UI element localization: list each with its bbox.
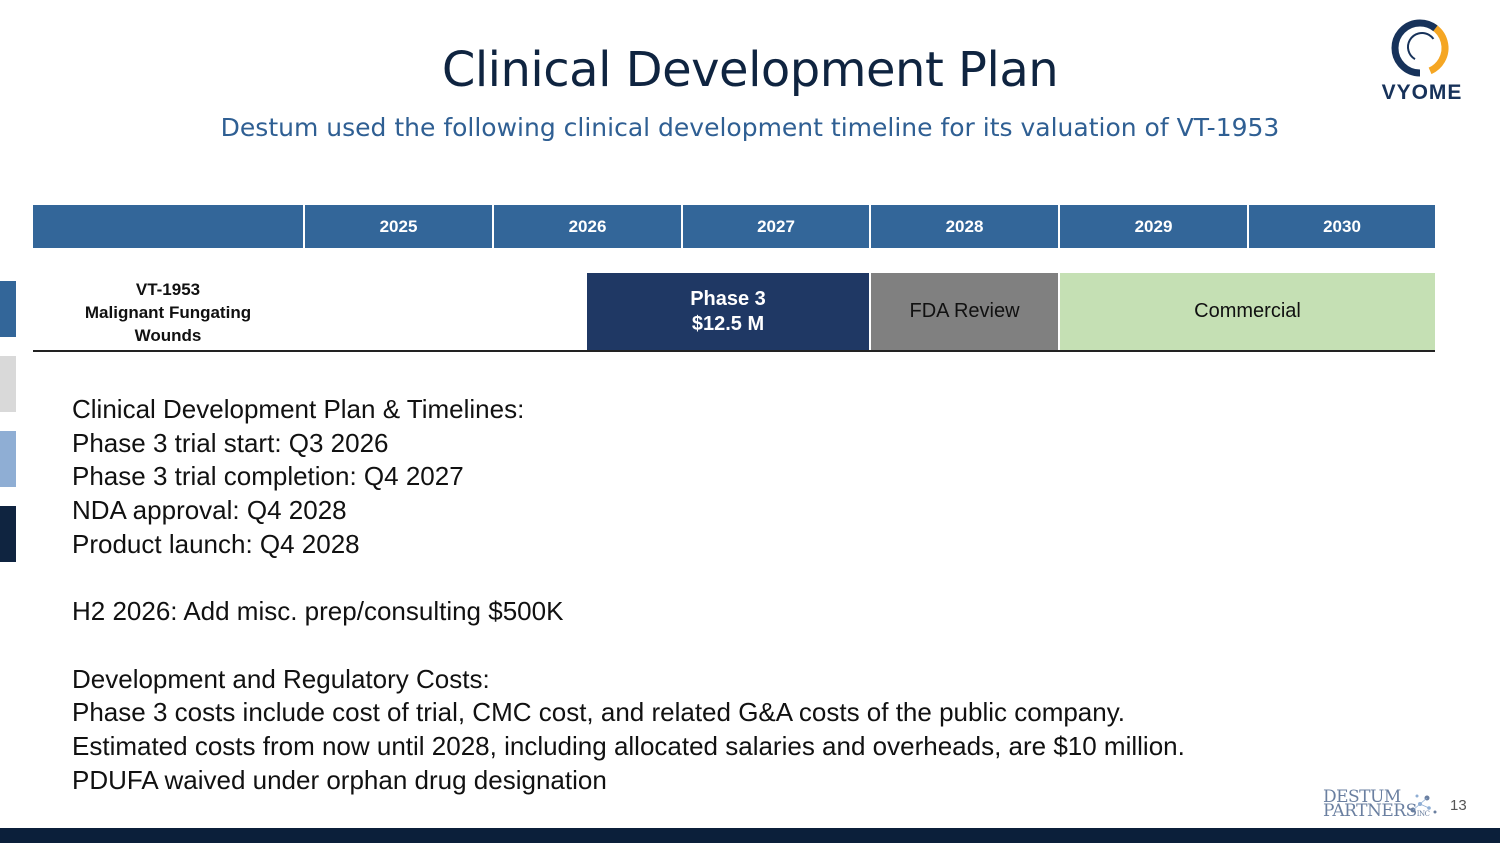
plan-line-launch: Product launch: Q4 2028 [72, 528, 360, 559]
plan-line-trial-completion: Phase 3 trial completion: Q4 2027 [72, 461, 464, 492]
footer-logo-line2: PARTNERS [1323, 801, 1417, 821]
accent-bar-lightblue [0, 431, 16, 487]
accent-bar-blue [0, 281, 16, 337]
accent-bar-lightgray [0, 356, 16, 412]
plan-line-trial-start: Phase 3 trial start: Q3 2026 [72, 427, 389, 458]
plan-line-nda-approval: NDA approval: Q4 2028 [72, 495, 347, 526]
spacer [72, 561, 1185, 595]
slide-subtitle: Destum used the following clinical devel… [220, 113, 1280, 142]
timeline-header-label-cell [33, 205, 303, 248]
indication-line-2: Wounds [134, 326, 202, 345]
phase3-bar: Phase 3 $12.5 M [587, 273, 869, 350]
phase3-label: Phase 3 [690, 287, 766, 310]
timeline-baseline [33, 350, 1435, 352]
destum-partners-logo: DESTUM PARTNERSINC [1323, 787, 1437, 821]
commercial-label: Commercial [1194, 300, 1301, 322]
vyome-logo: VYOME [1372, 15, 1472, 110]
commercial-bar: Commercial [1058, 273, 1435, 350]
spacer [72, 629, 1185, 663]
molecule-dots-icon [1410, 794, 1437, 814]
footer-logo-line2-row: PARTNERSINC [1323, 801, 1430, 821]
costs-heading: Development and Regulatory Costs: [72, 663, 490, 694]
indication-line-1: Malignant Fungating [84, 303, 252, 322]
footer-logo-line1: DESTUM [1323, 787, 1401, 807]
vyome-logo-text: VYOME [1381, 81, 1463, 104]
costs-line-pdufa: PDUFA waived under orphan drug designati… [72, 764, 607, 795]
plan-details: Clinical Development Plan & Timelines: P… [72, 393, 1185, 797]
fda-review-label: FDA Review [909, 300, 1020, 322]
year-header-2028: 2028 [869, 205, 1058, 248]
year-header-2029: 2029 [1058, 205, 1247, 248]
year-header-2030: 2030 [1247, 205, 1435, 248]
vyome-ring-icon [1391, 19, 1449, 77]
footer-logo-inc: INC [1416, 810, 1430, 818]
page-number: 13 [1450, 797, 1467, 814]
plan-heading: Clinical Development Plan & Timelines: [72, 394, 525, 424]
footer-bar [0, 828, 1500, 843]
product-row-label: VT-1953 Malignant Fungating Wounds [33, 278, 303, 347]
product-name: VT-1953 [135, 280, 201, 299]
phase3-cost: $12.5 M [691, 312, 765, 335]
costs-line-estimated: Estimated costs from now until 2028, inc… [72, 730, 1185, 761]
year-header-2027: 2027 [681, 205, 869, 248]
costs-line-phase3: Phase 3 costs include cost of trial, CMC… [72, 697, 1126, 728]
accent-bar-navy [0, 506, 16, 562]
plan-line-h2-2026: H2 2026: Add misc. prep/consulting $500K [72, 596, 564, 627]
year-header-2026: 2026 [492, 205, 681, 248]
fda-review-bar: FDA Review [869, 273, 1058, 350]
year-header-2025: 2025 [303, 205, 492, 248]
slide-title: Clinical Development Plan [441, 42, 1059, 98]
